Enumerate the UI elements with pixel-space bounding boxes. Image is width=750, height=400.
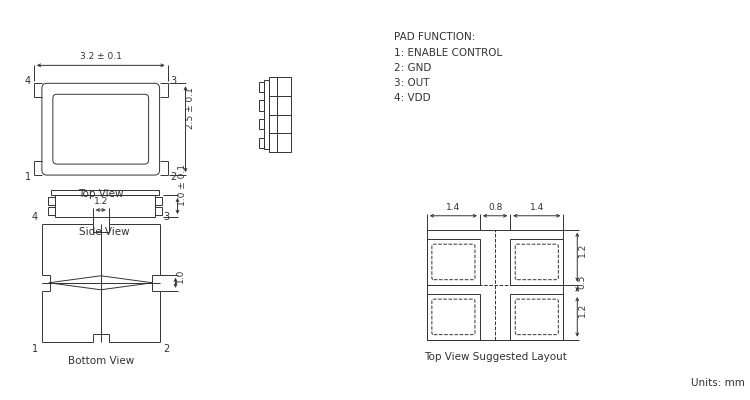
Bar — [260, 82, 264, 92]
Bar — [260, 119, 264, 129]
Text: 1.4: 1.4 — [530, 203, 544, 212]
Text: 3: 3 — [170, 76, 177, 86]
Bar — [264, 80, 269, 149]
Text: 3: 3 — [164, 212, 170, 222]
Bar — [55, 195, 154, 217]
Text: 2: 2 — [164, 344, 170, 354]
Bar — [427, 294, 480, 340]
Text: 1.2: 1.2 — [94, 197, 108, 206]
Text: 1.4: 1.4 — [446, 203, 460, 212]
Text: 1: 1 — [32, 344, 38, 354]
Text: 4: 4 — [32, 212, 38, 222]
Text: 1.2: 1.2 — [578, 243, 586, 257]
Bar — [51, 190, 158, 195]
Text: 1.0: 1.0 — [176, 268, 185, 283]
Text: Units: mm: Units: mm — [692, 378, 745, 388]
Text: 4: VDD: 4: VDD — [394, 93, 430, 103]
Text: Top View Suggested Layout: Top View Suggested Layout — [424, 352, 566, 362]
Text: 2.5 ± 0.1: 2.5 ± 0.1 — [186, 87, 195, 129]
Text: 3.2 ± 0.1: 3.2 ± 0.1 — [80, 52, 122, 61]
Text: 3: OUT: 3: OUT — [394, 78, 430, 88]
Bar — [269, 77, 291, 152]
Bar — [48, 207, 55, 215]
Bar — [260, 138, 264, 148]
Bar — [510, 239, 563, 285]
Bar — [48, 197, 55, 205]
Text: 0.5: 0.5 — [578, 275, 586, 290]
Text: Bottom View: Bottom View — [68, 356, 134, 366]
Text: 1.2: 1.2 — [578, 303, 586, 317]
Text: 1.0 ± 0.1: 1.0 ± 0.1 — [178, 164, 187, 206]
Text: 4: 4 — [25, 76, 31, 86]
Text: 1: 1 — [25, 172, 31, 182]
Text: Side View: Side View — [80, 227, 130, 237]
Bar — [154, 197, 161, 205]
Text: 0.8: 0.8 — [488, 203, 502, 212]
Text: 2: GND: 2: GND — [394, 63, 431, 73]
Text: 2: 2 — [170, 172, 177, 182]
Bar — [427, 230, 563, 340]
Bar — [427, 239, 480, 285]
Text: 1: ENABLE CONTROL: 1: ENABLE CONTROL — [394, 48, 502, 58]
Bar — [154, 207, 161, 215]
Text: Top View: Top View — [78, 189, 124, 199]
Bar — [260, 100, 264, 110]
Bar — [510, 294, 563, 340]
Text: PAD FUNCTION:: PAD FUNCTION: — [394, 32, 476, 42]
